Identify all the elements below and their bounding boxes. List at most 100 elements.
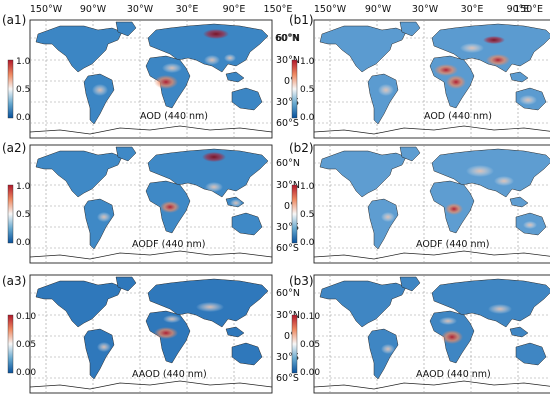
colorbar-tick: 0.05 [16, 340, 36, 350]
lon-tick: 90°E [507, 4, 530, 15]
australia [231, 87, 263, 111]
aerosol-hotspots [381, 304, 512, 354]
lon-tick: 150°E [264, 4, 293, 15]
colorbar: 1.0 0.5 0.0 [7, 57, 31, 123]
colorbar-tick: 0.00 [16, 368, 36, 378]
antarctica-coast [29, 380, 273, 390]
panel-label: (a2) [2, 141, 26, 155]
variable-label: AAOD (440 nm) [132, 369, 207, 380]
aerosol-hotspots [92, 29, 236, 96]
eurasia [431, 278, 550, 328]
colorbar-tick: 0.0 [300, 238, 315, 248]
variable-label: AODF (440 nm) [132, 239, 205, 250]
north-america [319, 150, 407, 198]
lat-tick: 0° [284, 201, 295, 212]
colorbar-tick: 0.5 [300, 210, 314, 220]
lat-tick: 30°S [276, 352, 299, 363]
lat-tick: 60°N [275, 33, 299, 44]
south-america [367, 198, 399, 250]
lat-tick: 0° [284, 331, 295, 342]
variable-label: AOD (440 nm) [140, 111, 208, 122]
maritime-continent [225, 326, 245, 338]
lat-tick: 30°N [276, 180, 300, 191]
top-lon-ticks-left: 150°W 90°W 30°W 30°E 90°E 150°E [30, 4, 293, 15]
lat-ticks: 60°N [275, 33, 299, 44]
greenland [399, 276, 421, 292]
colorbar-tick: 0.0 [16, 113, 31, 123]
map-panel-a3: 60°N 30°N 0° 30°S 60°S 0.10 0.05 0.00 AA… [7, 274, 300, 394]
maritime-continent [509, 326, 529, 338]
panel-frame [29, 144, 273, 264]
north-america [319, 280, 407, 328]
panel-label: (b3) [289, 274, 314, 288]
lat-ticks: 60°N 30°N 0° 30°S 60°S [276, 288, 300, 384]
lat-tick: 30°N [276, 55, 300, 66]
map-panel-b1: 60°N 1.0 0.5 0.0 AOD (440 nm) [275, 19, 550, 139]
south-america [83, 328, 115, 380]
colorbar-tick: 1.0 [300, 57, 315, 67]
south-america [367, 328, 399, 380]
colorbar-tick: 0.5 [16, 85, 30, 95]
lon-tick: 30°E [176, 4, 199, 15]
antarctica-coast [313, 380, 550, 390]
colorbar: 1.0 0.5 0.0 [291, 57, 315, 123]
lat-ticks: 60°N 30°N 0° 30°S 60°S [276, 33, 300, 129]
colorbar-tick: 0.05 [300, 340, 320, 350]
south-america [367, 73, 399, 125]
north-america [35, 280, 123, 328]
greenland [115, 276, 137, 292]
lon-tick: 150°W [30, 4, 63, 15]
lon-tick: 30°W [412, 4, 439, 15]
lat-tick: 60°N [276, 33, 300, 44]
panel-frame [29, 19, 273, 139]
colorbar-tick: 1.0 [16, 57, 31, 67]
australia [515, 342, 547, 366]
colorbar-tick: 0.5 [300, 85, 314, 95]
lat-tick: 60°S [276, 373, 299, 384]
variable-label: AAOD (440 nm) [416, 369, 491, 380]
lon-tick: 150°W [314, 4, 347, 15]
maritime-continent [509, 196, 529, 208]
lat-tick: 0° [284, 76, 295, 87]
lat-ticks: 60°N 30°N 0° 30°S 60°S [276, 158, 300, 254]
greenland [399, 21, 421, 37]
lat-tick: 60°S [276, 243, 299, 254]
map-panel-a1: 60°N 30°N 0° 30°S 60°S 1.0 0.5 0.0 AOD (… [7, 19, 300, 139]
greenland [115, 146, 137, 162]
aerosol-hotspots [97, 152, 242, 222]
north-america [319, 25, 407, 73]
map-panel-b3: 0.10 0.05 0.00 AAOD (440 nm) [291, 274, 550, 394]
maritime-continent [225, 71, 245, 83]
greenland [399, 146, 421, 162]
lat-tick: 60°N [276, 158, 300, 169]
colorbar-tick: 1.0 [16, 182, 31, 192]
panel-frame [313, 19, 550, 139]
colorbar-tick: 0.0 [16, 238, 31, 248]
colorbar-tick: 0.5 [16, 210, 30, 220]
colorbar-tick: 0.10 [16, 312, 36, 322]
lat-tick: 30°N [276, 310, 300, 321]
antarctica-coast [313, 250, 550, 260]
colorbar-tick: 0.00 [300, 368, 320, 378]
panel-label: (b1) [289, 13, 314, 27]
maritime-continent [509, 71, 529, 83]
lon-tick: 90°W [80, 4, 107, 15]
panel-label: (b2) [289, 141, 314, 155]
colorbar: 0.10 0.05 0.00 [7, 312, 36, 378]
panel-frame [313, 144, 550, 264]
colorbar: 1.0 0.5 0.0 [291, 182, 315, 248]
colorbar: 1.0 0.5 0.0 [7, 182, 31, 248]
north-america [35, 25, 123, 73]
lon-tick: 30°W [127, 4, 154, 15]
variable-label: AODF (440 nm) [416, 239, 489, 250]
north-america [35, 150, 123, 198]
map-panel-a2: 60°N 30°N 0° 30°S 60°S 1.0 0.5 0.0 AODF … [7, 144, 300, 264]
australia [231, 342, 263, 366]
greenland [115, 21, 137, 37]
aerosol-hotspots [381, 165, 537, 229]
colorbar-tick: 1.0 [300, 182, 315, 192]
aerosol-hotspots [378, 36, 537, 105]
antarctica-coast [29, 125, 273, 135]
south-america [83, 73, 115, 125]
